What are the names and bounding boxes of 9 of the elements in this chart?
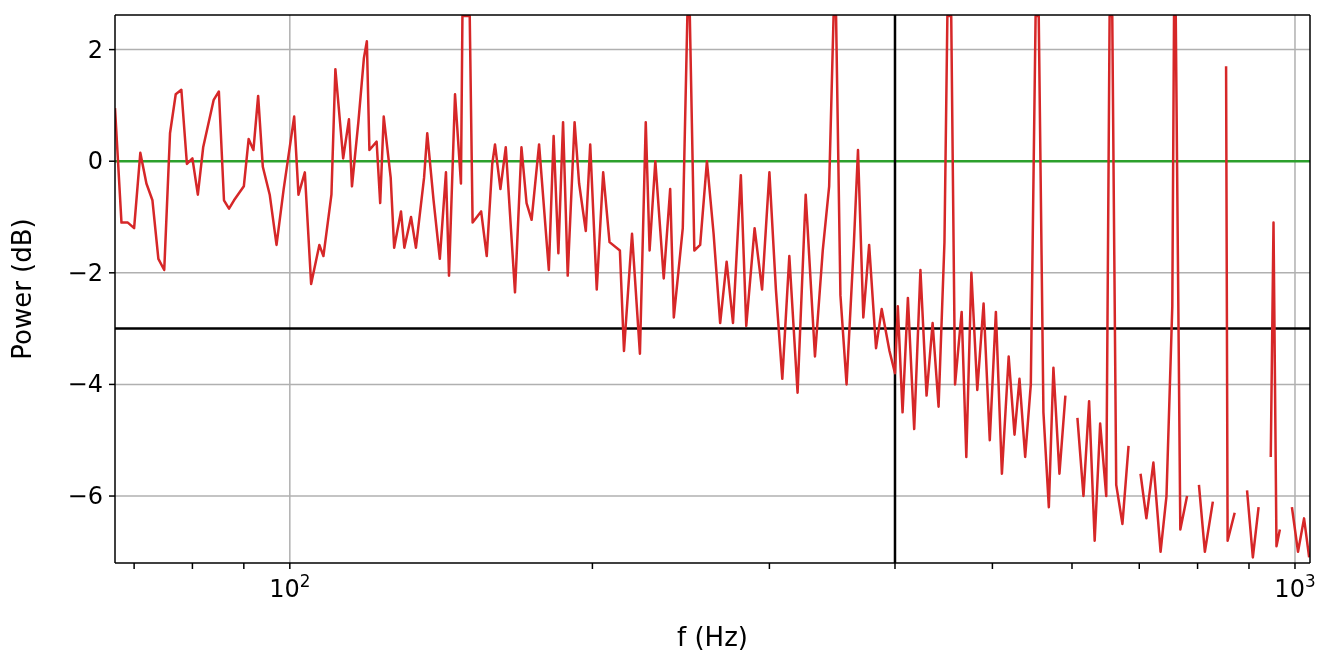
y-tick-label: −2 [67, 258, 103, 287]
y-tick-label: −4 [67, 370, 103, 399]
x-tick-label: 10$^{2}$ [269, 571, 311, 603]
y-axis-title: Power (dB) [7, 218, 38, 360]
y-tick-label: −6 [67, 482, 103, 511]
x-tick-label: 10$^{3}$ [1274, 571, 1316, 603]
y-tick-label: 2 [87, 35, 103, 64]
y-tick-label: 0 [87, 147, 103, 176]
x-axis-title: f (Hz) [677, 622, 748, 652]
